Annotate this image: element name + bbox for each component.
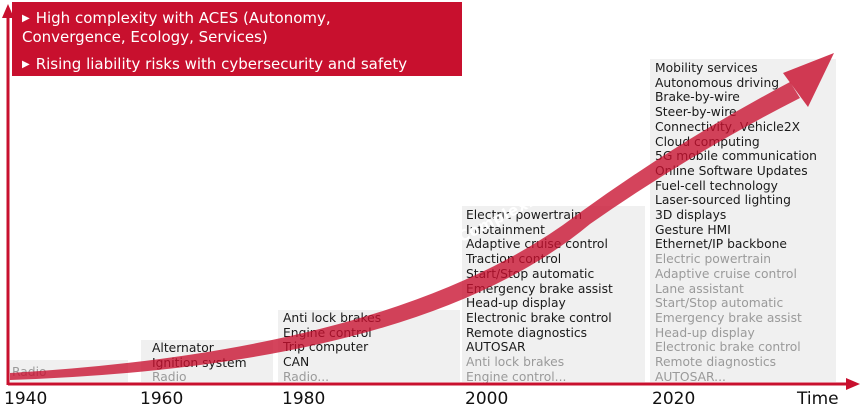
legacy-feature-item: Electric powertrain	[655, 252, 772, 267]
legacy-feature-item: Engine control...	[466, 369, 567, 384]
feature-item: CAN	[283, 355, 310, 370]
y-axis-arrowhead	[2, 4, 14, 18]
feature-item: AUTOSAR	[466, 340, 526, 355]
banner-item-complexity: ▶ High complexity with ACES (Autonomy, Co…	[22, 9, 331, 47]
feature-item: Ethernet/IP backbone	[655, 237, 787, 252]
header-banner: ▶ High complexity with ACES (Autonomy, Co…	[12, 2, 462, 76]
banner-item-2-text: Rising liability risks with cybersecurit…	[35, 55, 408, 73]
year-label-1980: 1980	[282, 389, 326, 409]
legacy-feature-item: Remote diagnostics	[655, 355, 777, 370]
feature-item: Mobility services	[655, 61, 758, 75]
banner-item-liability: ▶ Rising liability risks with cybersecuri…	[22, 55, 407, 74]
legacy-feature-item: Lane assistant	[655, 281, 744, 296]
legacy-feature-item: Anti lock brakes	[466, 355, 565, 370]
banner-item-1-line-2: Convergence, Ecology, Services)	[22, 28, 268, 46]
year-label-1960: 1960	[140, 389, 184, 409]
feature-item: Fuel-cell technology	[655, 178, 778, 193]
feature-list-2020: Mobility services Autonomous driving Brake…	[655, 61, 817, 384]
legacy-feature-item: Emergency brake assist	[655, 310, 802, 325]
legacy-feature-item: Start/Stop automatic	[655, 296, 784, 311]
legacy-feature-item: Radio...	[283, 369, 330, 384]
legacy-feature-item: AUTOSAR...	[655, 369, 726, 384]
feature-item: Laser-sourced lighting	[655, 193, 791, 208]
year-label-2000: 2000	[465, 389, 509, 409]
feature-list-2000: Electric powertrainInfotainmentAdaptive …	[466, 208, 613, 384]
feature-item: Autonomous driving	[655, 75, 780, 90]
feature-item: Infotainment	[466, 222, 545, 237]
legacy-feature-item: Electronic brake control	[655, 340, 801, 355]
year-label-2020: 2020	[652, 389, 696, 409]
feature-item: Online Software Updates	[655, 163, 808, 178]
feature-item: Electronic brake control	[466, 310, 612, 325]
feature-item: Head-up display	[466, 296, 566, 311]
banner-item-1-line-1: High complexity with ACES (Autonomy,	[35, 9, 331, 27]
feature-item: Alternator	[152, 341, 214, 355]
feature-item: Emergency brake assist	[466, 281, 613, 296]
legacy-feature-item: Head-up display	[655, 325, 755, 340]
bullet-icon: ▶	[22, 59, 30, 70]
feature-item: 3D displays	[655, 208, 727, 223]
feature-item: Electric powertrain	[466, 208, 583, 222]
feature-item: Gesture HMI	[655, 222, 731, 237]
legacy-feature-item: Radio	[152, 370, 187, 385]
bullet-icon: ▶	[22, 13, 30, 24]
complexity-arrowhead	[783, 53, 834, 107]
complexity-arrow-body	[10, 82, 800, 380]
feature-item: Remote diagnostics	[466, 325, 588, 340]
x-axis-arrowhead	[846, 378, 860, 390]
x-axis-time-label: Time	[797, 389, 839, 409]
legacy-feature-item: Adaptive cruise control	[655, 266, 797, 281]
year-label-1940: 1940	[4, 389, 48, 409]
feature-item: Steer-by-wire	[655, 105, 737, 120]
feature-item: Brake-by-wire	[655, 90, 740, 105]
